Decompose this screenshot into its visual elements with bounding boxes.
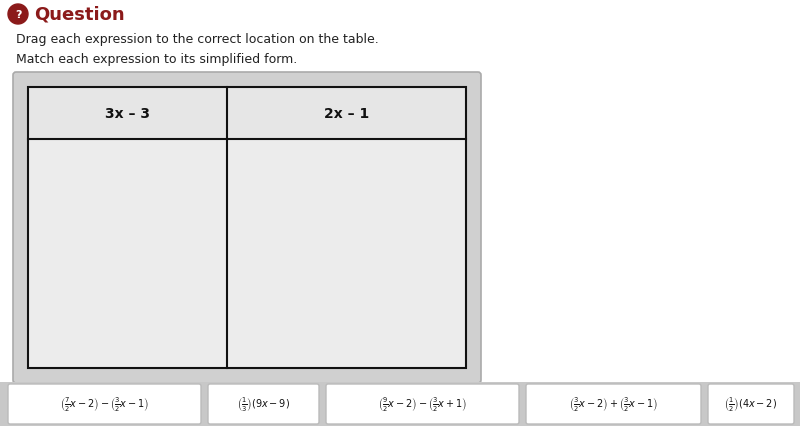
Text: Question: Question [34,6,125,24]
Text: $\left(\frac{3}{2}x-2\right)+\left(\frac{3}{2}x-1\right)$: $\left(\frac{3}{2}x-2\right)+\left(\frac… [569,395,658,413]
Text: 3x – 3: 3x – 3 [105,107,150,121]
FancyBboxPatch shape [8,384,201,424]
FancyBboxPatch shape [526,384,701,424]
Text: $\left(\frac{1}{3}\right)\left(9x-9\right)$: $\left(\frac{1}{3}\right)\left(9x-9\righ… [237,395,290,413]
Text: Drag each expression to the correct location on the table.: Drag each expression to the correct loca… [16,33,378,46]
FancyBboxPatch shape [326,384,519,424]
FancyBboxPatch shape [708,384,794,424]
Text: Match each expression to its simplified form.: Match each expression to its simplified … [16,53,298,66]
Text: 2x – 1: 2x – 1 [324,107,370,121]
Bar [28,88,466,368]
Text: ?: ? [14,10,22,20]
Text: $\left(\frac{7}{2}x-2\right)-\left(\frac{3}{2}x-1\right)$: $\left(\frac{7}{2}x-2\right)-\left(\frac… [60,395,149,413]
Bar [28,140,466,368]
FancyBboxPatch shape [208,384,319,424]
Bar [28,88,466,140]
FancyBboxPatch shape [13,73,481,383]
Text: $\left(\frac{9}{2}x-2\right)-\left(\frac{3}{2}x+1\right)$: $\left(\frac{9}{2}x-2\right)-\left(\frac… [378,395,467,413]
Circle shape [8,5,28,25]
Bar [0,382,800,426]
Text: $\left(\frac{1}{2}\right)\left(4x-2\right)$: $\left(\frac{1}{2}\right)\left(4x-2\righ… [725,395,778,413]
